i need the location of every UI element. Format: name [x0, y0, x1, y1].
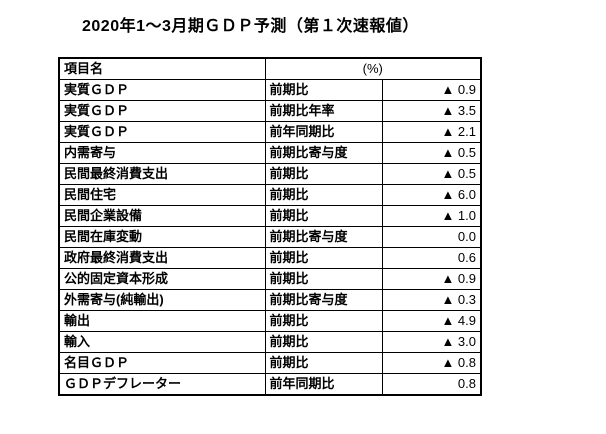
- metric-cell: 前期比寄与度: [264, 226, 383, 248]
- table-row: 名目ＧＤＰ 前期比 ▲ 0.8: [58, 352, 482, 374]
- item-name-cell: 公的固定資本形成: [58, 268, 266, 290]
- value-cell: ▲ 0.5: [381, 163, 482, 185]
- metric-cell: 前期比寄与度: [264, 142, 383, 164]
- value-cell: ▲ 2.1: [381, 121, 482, 143]
- table-row: 民間住宅 前期比 ▲ 6.0: [58, 184, 482, 206]
- metric-cell: 前期比: [264, 184, 383, 206]
- table-row: 民間最終消費支出 前期比 ▲ 0.5: [58, 163, 482, 185]
- item-name-cell: 民間在庫変動: [58, 226, 266, 248]
- header-item-name: 項目名: [58, 57, 266, 80]
- item-name-cell: 名目ＧＤＰ: [58, 352, 266, 374]
- value-cell: ▲ 4.9: [381, 310, 482, 332]
- value-cell: ▲ 0.5: [381, 142, 482, 164]
- item-name-cell: 民間住宅: [58, 184, 266, 206]
- metric-cell: 前年同期比: [264, 121, 383, 143]
- value-cell: ▲ 3.5: [381, 100, 482, 122]
- item-name-cell: 外需寄与(純輸出): [58, 289, 266, 311]
- value-cell: ▲ 3.0: [381, 331, 482, 353]
- item-name-cell: 輸出: [58, 310, 266, 332]
- gdp-forecast-table: 項目名 (%) 実質ＧＤＰ 前期比 ▲ 0.9 実質ＧＤＰ 前期比年率 ▲ 3.5 実質ＧＤ…: [58, 57, 482, 396]
- metric-cell: 前期比: [264, 163, 383, 185]
- metric-cell: 前期比: [264, 331, 383, 353]
- value-cell: ▲ 0.3: [381, 289, 482, 311]
- metric-cell: 前期比: [264, 247, 383, 269]
- value-cell: ▲ 6.0: [381, 184, 482, 206]
- table-row: 政府最終消費支出 前期比 0.6: [58, 247, 482, 269]
- metric-cell: 前期比寄与度: [264, 289, 383, 311]
- value-cell: 0.8: [381, 373, 482, 396]
- table-row: 実質ＧＤＰ 前期比 ▲ 0.9: [58, 79, 482, 101]
- table-row: 民間企業設備 前期比 ▲ 1.0: [58, 205, 482, 227]
- value-cell: ▲ 0.9: [381, 79, 482, 101]
- value-cell: ▲ 0.9: [381, 268, 482, 290]
- metric-cell: 前期比年率: [264, 100, 383, 122]
- item-name-cell: 実質ＧＤＰ: [58, 100, 266, 122]
- item-name-cell: ＧＤＰデフレーター: [58, 373, 266, 396]
- table-row: 輸出 前期比 ▲ 4.9: [58, 310, 482, 332]
- item-name-cell: 輸入: [58, 331, 266, 353]
- item-name-cell: 民間最終消費支出: [58, 163, 266, 185]
- metric-cell: 前期比: [264, 205, 383, 227]
- metric-cell: 前期比: [264, 310, 383, 332]
- table-row: 内需寄与 前期比寄与度 ▲ 0.5: [58, 142, 482, 164]
- table-row: 民間在庫変動 前期比寄与度 0.0: [58, 226, 482, 248]
- metric-cell: 前年同期比: [264, 373, 383, 396]
- page-title: 2020年1～3月期ＧＤＰ予測（第１次速報値）: [82, 18, 419, 35]
- table-row: 輸入 前期比 ▲ 3.0: [58, 331, 482, 353]
- table-row: 実質ＧＤＰ 前期比年率 ▲ 3.5: [58, 100, 482, 122]
- metric-cell: 前期比: [264, 268, 383, 290]
- item-name-cell: 民間企業設備: [58, 205, 266, 227]
- value-cell: ▲ 1.0: [381, 205, 482, 227]
- table-header-row: 項目名 (%): [58, 57, 482, 80]
- value-cell: ▲ 0.8: [381, 352, 482, 374]
- table-body: 実質ＧＤＰ 前期比 ▲ 0.9 実質ＧＤＰ 前期比年率 ▲ 3.5 実質ＧＤＰ 前年同期比 ▲ …: [58, 79, 482, 396]
- value-cell: 0.0: [381, 226, 482, 248]
- item-name-cell: 政府最終消費支出: [58, 247, 266, 269]
- item-name-cell: 内需寄与: [58, 142, 266, 164]
- value-cell: 0.6: [381, 247, 482, 269]
- table-row: 公的固定資本形成 前期比 ▲ 0.9: [58, 268, 482, 290]
- metric-cell: 前期比: [264, 79, 383, 101]
- header-unit-percent: (%): [264, 57, 482, 80]
- table-row: ＧＤＰデフレーター 前年同期比 0.8: [58, 373, 482, 396]
- metric-cell: 前期比: [264, 352, 383, 374]
- table-row: 外需寄与(純輸出) 前期比寄与度 ▲ 0.3: [58, 289, 482, 311]
- item-name-cell: 実質ＧＤＰ: [58, 79, 266, 101]
- table-row: 実質ＧＤＰ 前年同期比 ▲ 2.1: [58, 121, 482, 143]
- item-name-cell: 実質ＧＤＰ: [58, 121, 266, 143]
